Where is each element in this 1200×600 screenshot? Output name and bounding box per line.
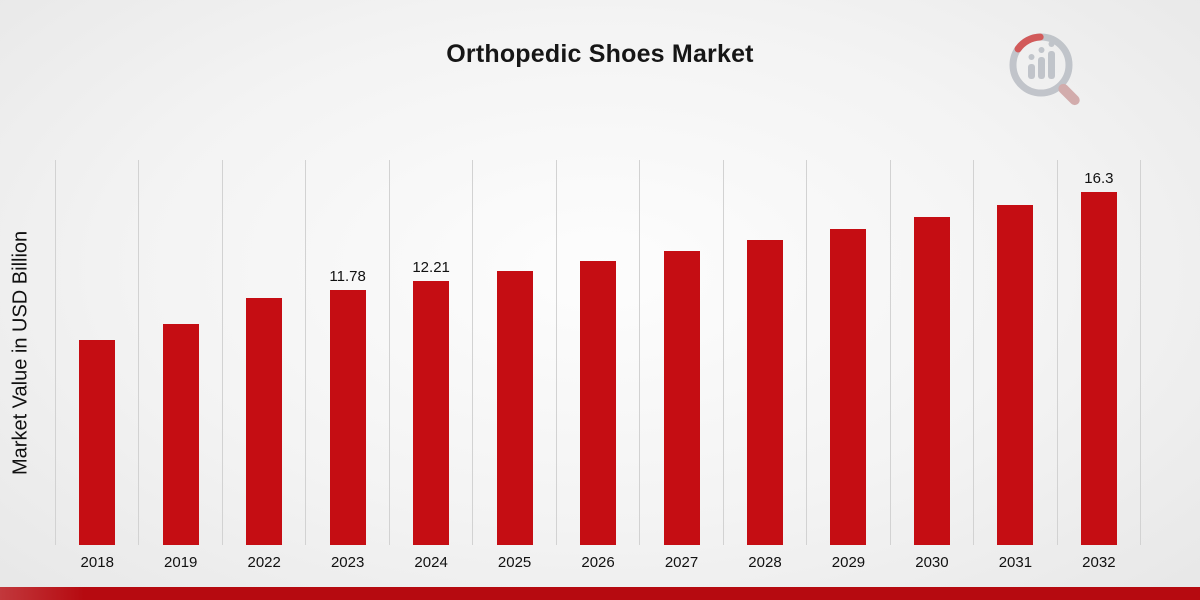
bar-column: 2031 [973, 160, 1056, 571]
bar-column: 2030 [889, 160, 973, 571]
x-axis-tick-label: 2025 [497, 554, 532, 571]
bar-2026 [580, 261, 617, 545]
bar-2025 [496, 271, 533, 545]
brand-logo-icon [1009, 33, 1080, 106]
x-axis-tick-label: 2027 [664, 554, 699, 571]
bar-2023 [329, 290, 366, 545]
bar-value-label: 16.3 [1084, 170, 1114, 188]
bar-2018 [79, 339, 116, 545]
bar-column: 2028 [722, 160, 806, 571]
bar-2029 [830, 228, 867, 545]
bar-2027 [663, 250, 700, 545]
bar-column: 2025 [472, 160, 555, 571]
x-axis-tick-label: 2026 [581, 554, 615, 571]
x-axis-tick-label: 2018 [80, 554, 114, 571]
bar-2032 [1080, 192, 1117, 545]
bar-column: 2027 [639, 160, 722, 571]
bar-2022 [246, 298, 283, 545]
plot-area: 2018 2019 2022 11.78 2023 12.21 2024 2025 2026 20… [55, 160, 1142, 571]
bar-column: 2026 [555, 160, 639, 571]
bar-value-label: 12.21 [412, 258, 450, 276]
x-axis-tick-label: 2023 [330, 554, 365, 571]
x-axis-tick-label: 2024 [414, 554, 448, 571]
bar-2019 [162, 324, 199, 545]
x-axis-tick-label: 2028 [748, 554, 782, 571]
bar-column: 11.78 2023 [305, 160, 388, 571]
bar-column: 16.3 2032 [1056, 160, 1142, 571]
bar-2030 [913, 216, 950, 545]
bar-column: 12.21 2024 [388, 160, 472, 571]
x-axis-tick-label: 2029 [831, 554, 866, 571]
bar-2031 [997, 204, 1034, 545]
x-axis-tick-label: 2019 [164, 554, 198, 571]
bar-column: 2018 [55, 160, 138, 571]
footer-accent-stripe [0, 587, 1200, 600]
bar-column: 2029 [806, 160, 889, 571]
bar-column: 2019 [138, 160, 221, 571]
bar-2024 [413, 280, 450, 545]
chart-title: Orthopedic Shoes Market [446, 40, 754, 68]
x-axis-tick-label: 2030 [915, 554, 949, 571]
bar-column: 2022 [221, 160, 305, 571]
x-axis-tick-label: 2022 [247, 554, 281, 571]
x-axis-tick-label: 2032 [1082, 554, 1116, 571]
y-axis-title: Market Value in USD Billion [9, 230, 32, 475]
bar-2028 [746, 239, 783, 545]
x-axis-tick-label: 2031 [998, 554, 1033, 571]
bar-value-label: 11.78 [329, 268, 366, 286]
